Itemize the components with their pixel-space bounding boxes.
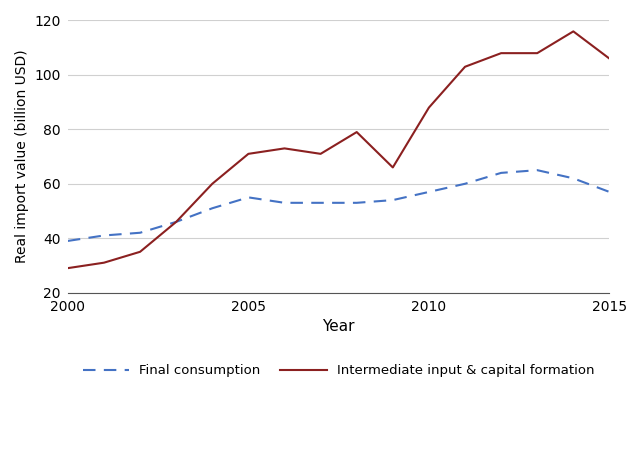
Legend: Final consumption, Intermediate input & capital formation: Final consumption, Intermediate input & …: [78, 359, 600, 382]
Y-axis label: Real import value (billion USD): Real import value (billion USD): [15, 50, 29, 263]
X-axis label: Year: Year: [322, 319, 355, 334]
